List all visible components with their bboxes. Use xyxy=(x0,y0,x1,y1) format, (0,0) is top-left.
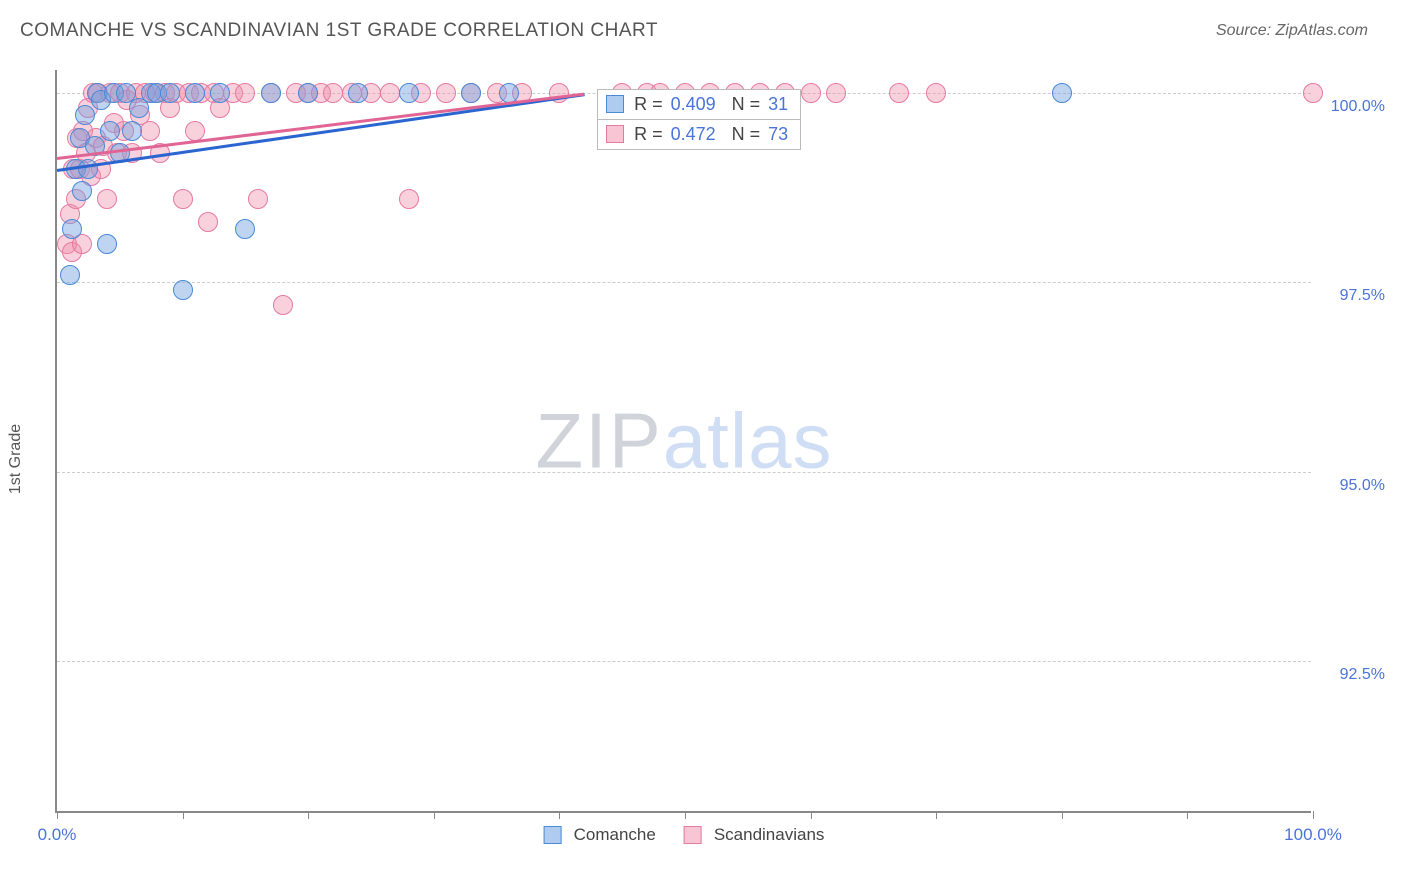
y-tick-label: 100.0% xyxy=(1315,98,1385,116)
legend-item: Scandinavians xyxy=(684,825,825,845)
data-point xyxy=(122,121,142,141)
data-point xyxy=(248,189,268,209)
plot-area: ZIPatlas 92.5%95.0%97.5%100.0%0.0%100.0%… xyxy=(55,70,1311,813)
data-point xyxy=(97,189,117,209)
chart-container: 1st Grade ZIPatlas 92.5%95.0%97.5%100.0%… xyxy=(20,55,1386,862)
data-point xyxy=(100,121,120,141)
stats-box: R = 0.409 N = 31 R = 0.472 N = 73 xyxy=(597,89,801,150)
data-point xyxy=(801,83,821,103)
y-axis-label: 1st Grade xyxy=(7,423,25,493)
data-point xyxy=(298,83,318,103)
x-tick xyxy=(1187,811,1188,819)
data-point xyxy=(62,219,82,239)
data-point xyxy=(348,83,368,103)
chart-header: COMANCHE VS SCANDINAVIAN 1ST GRADE CORRE… xyxy=(0,0,1406,52)
data-point xyxy=(273,295,293,315)
data-point xyxy=(60,265,80,285)
legend-item: Comanche xyxy=(544,825,656,845)
x-tick xyxy=(936,811,937,819)
x-tick-label: 0.0% xyxy=(38,825,77,845)
y-tick-label: 97.5% xyxy=(1315,287,1385,305)
legend-swatch xyxy=(544,826,562,844)
data-point xyxy=(140,121,160,141)
x-tick-label: 100.0% xyxy=(1284,825,1342,845)
stat-value-n: 73 xyxy=(768,124,788,145)
data-point xyxy=(185,83,205,103)
stat-label-r: R = xyxy=(634,94,663,115)
x-tick xyxy=(183,811,184,819)
data-point xyxy=(399,189,419,209)
data-point xyxy=(173,280,193,300)
gridline-h xyxy=(57,282,1311,283)
data-point xyxy=(72,181,92,201)
data-point xyxy=(210,83,230,103)
data-point xyxy=(826,83,846,103)
watermark-atlas: atlas xyxy=(663,396,833,484)
stat-value-r: 0.409 xyxy=(671,94,716,115)
chart-title: COMANCHE VS SCANDINAVIAN 1ST GRADE CORRE… xyxy=(20,20,658,42)
legend-label: Scandinavians xyxy=(714,825,825,845)
x-tick xyxy=(1062,811,1063,819)
x-tick xyxy=(811,811,812,819)
chart-source: Source: ZipAtlas.com xyxy=(1216,22,1368,40)
y-tick-label: 92.5% xyxy=(1315,666,1385,684)
data-point xyxy=(235,219,255,239)
data-point xyxy=(926,83,946,103)
stats-row: R = 0.472 N = 73 xyxy=(598,119,800,149)
data-point xyxy=(235,83,255,103)
x-tick xyxy=(559,811,560,819)
data-point xyxy=(1303,83,1323,103)
gridline-h xyxy=(57,472,1311,473)
x-tick xyxy=(434,811,435,819)
watermark-zip: ZIP xyxy=(535,396,662,484)
stat-value-n: 31 xyxy=(768,94,788,115)
x-tick xyxy=(685,811,686,819)
data-point xyxy=(323,83,343,103)
gridline-h xyxy=(57,661,1311,662)
data-point xyxy=(261,83,281,103)
data-point xyxy=(399,83,419,103)
data-point xyxy=(75,105,95,125)
data-point xyxy=(499,83,519,103)
x-tick xyxy=(1313,811,1314,819)
data-point xyxy=(436,83,456,103)
legend-label: Comanche xyxy=(574,825,656,845)
stat-value-r: 0.472 xyxy=(671,124,716,145)
legend: Comanche Scandinavians xyxy=(544,825,825,845)
data-point xyxy=(173,189,193,209)
x-tick xyxy=(57,811,58,819)
data-point xyxy=(160,83,180,103)
data-point xyxy=(78,159,98,179)
legend-swatch xyxy=(684,826,702,844)
data-point xyxy=(889,83,909,103)
stats-row: R = 0.409 N = 31 xyxy=(598,90,800,119)
data-point xyxy=(185,121,205,141)
data-point xyxy=(97,234,117,254)
data-point xyxy=(198,212,218,232)
data-point xyxy=(1052,83,1072,103)
x-tick xyxy=(308,811,309,819)
series-swatch xyxy=(606,95,624,113)
data-point xyxy=(380,83,400,103)
y-tick-label: 95.0% xyxy=(1315,477,1385,495)
stat-label-n: N = xyxy=(732,94,761,115)
stat-label-r: R = xyxy=(634,124,663,145)
stat-label-n: N = xyxy=(732,124,761,145)
series-swatch xyxy=(606,125,624,143)
data-point xyxy=(461,83,481,103)
